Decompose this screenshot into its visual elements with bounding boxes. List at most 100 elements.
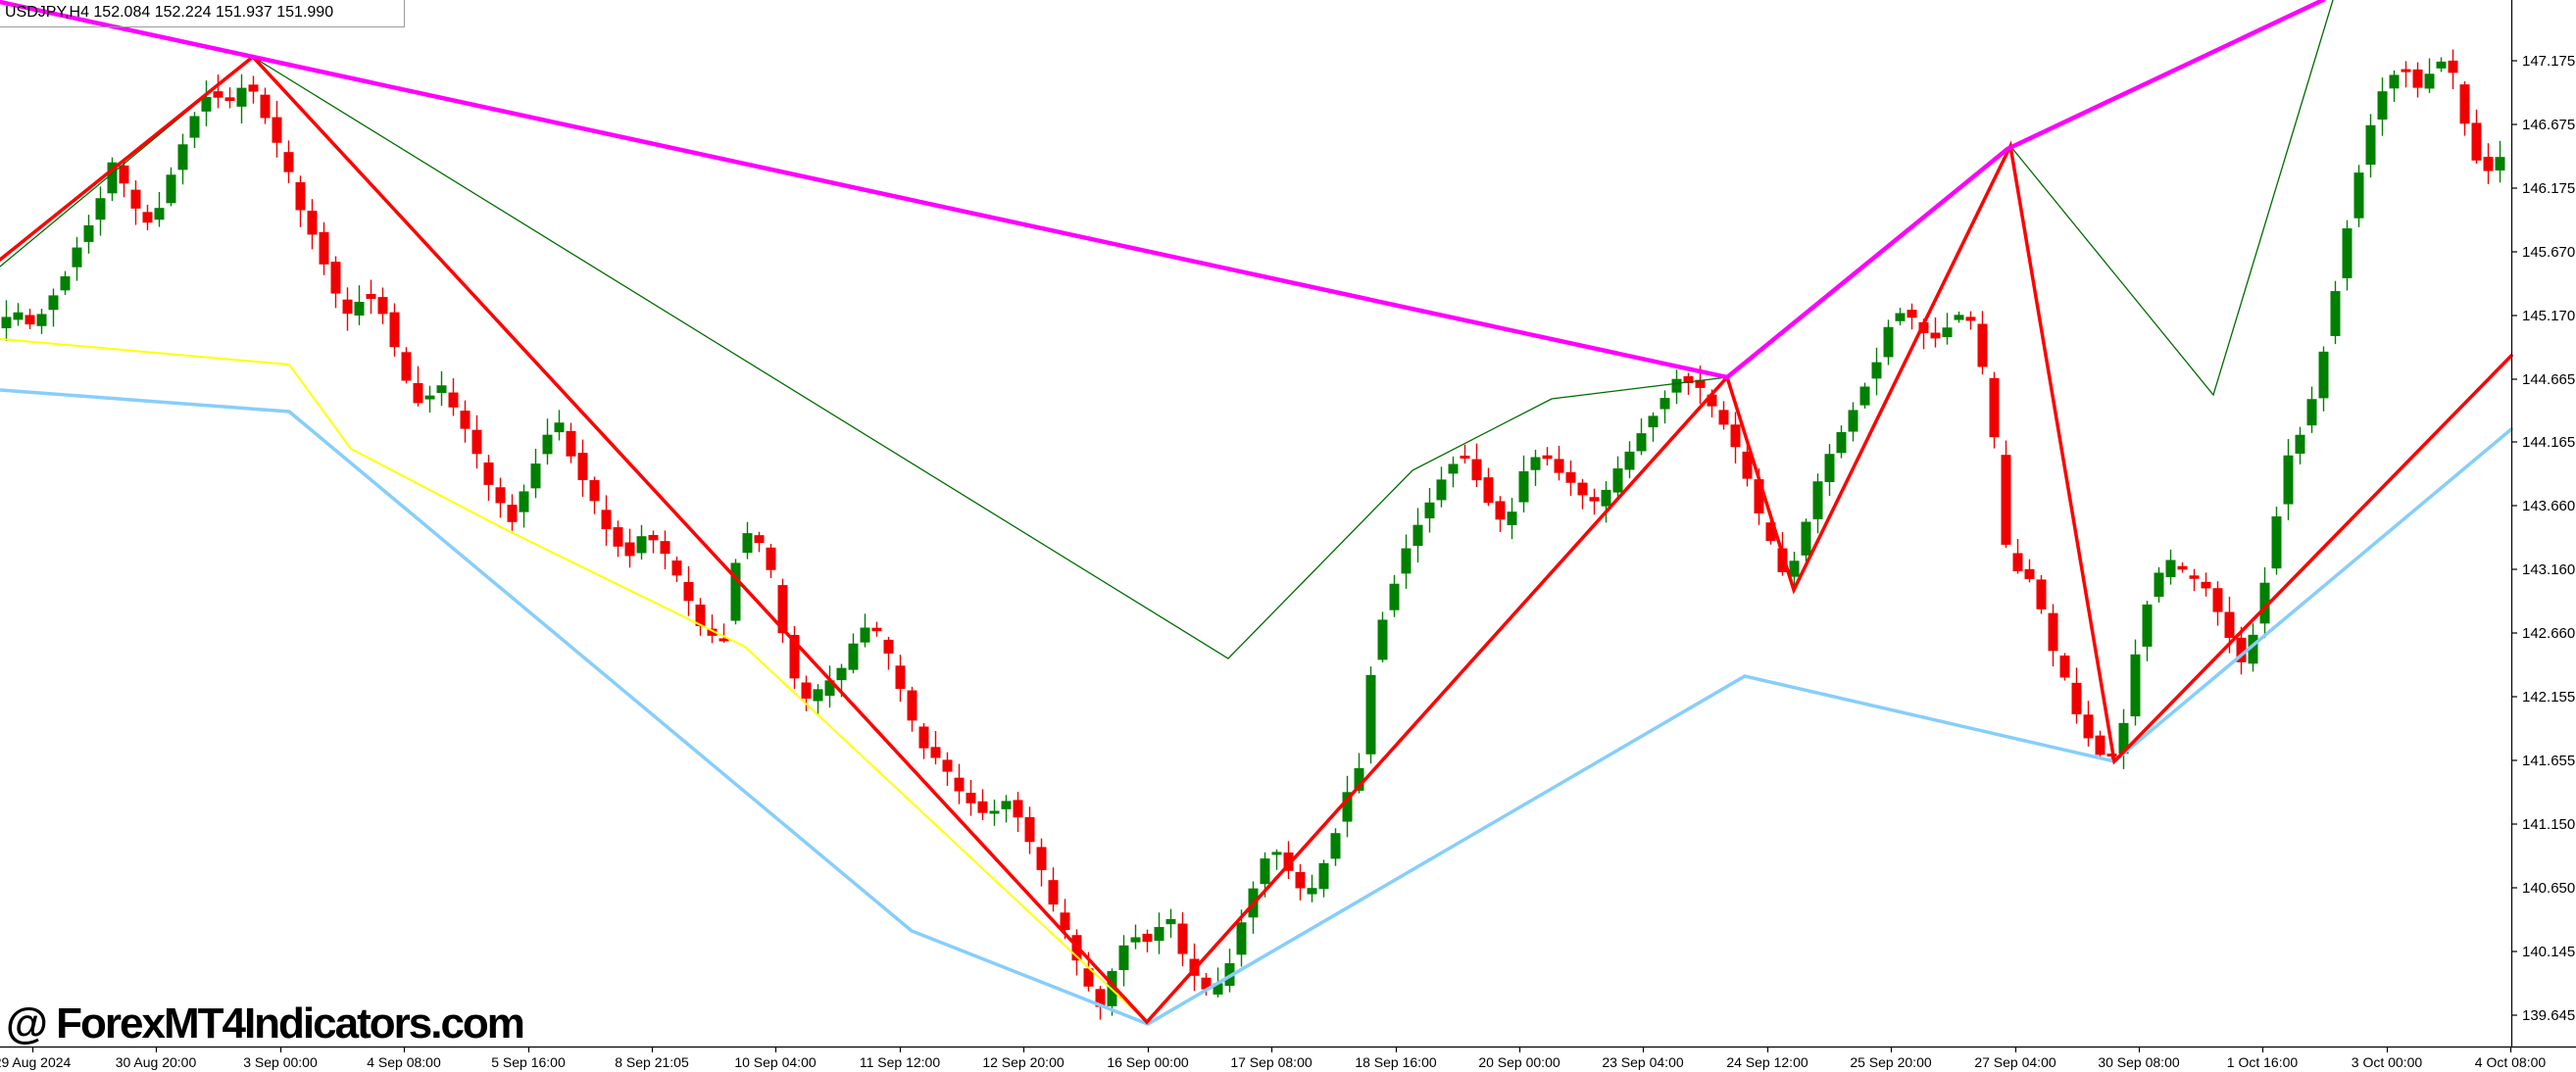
- bear-candle: [1565, 460, 1576, 497]
- bull-candle: [72, 236, 82, 281]
- bull-candle: [1001, 795, 1012, 823]
- bear-candle: [1048, 867, 1059, 912]
- price-axis-label: 146.175: [2522, 180, 2575, 197]
- bear-candle: [1177, 912, 1188, 967]
- time-axis-label: 1 Oct 16:00: [2227, 1054, 2299, 1070]
- bull-candle: [1118, 935, 1129, 987]
- bear-candle: [213, 74, 223, 109]
- axes: [0, 0, 2576, 1048]
- lower-line-yellow-line: [0, 338, 1148, 1023]
- bear-candle: [966, 780, 976, 816]
- bear-candle: [2212, 581, 2223, 626]
- time-axis-label: 11 Sep 12:00: [860, 1054, 940, 1070]
- bull-candle: [1836, 425, 1847, 459]
- bear-candle: [2412, 62, 2423, 98]
- bear-candle: [907, 686, 917, 732]
- bull-candle: [36, 309, 47, 334]
- time-axis-label: 16 Sep 00:00: [1107, 1054, 1189, 1070]
- bull-candle: [1401, 534, 1412, 589]
- zigzag-red-line: [0, 54, 2513, 1025]
- bear-candle: [483, 455, 494, 502]
- bull-candle: [95, 186, 106, 236]
- bear-candle: [1471, 443, 1482, 488]
- bear-candle: [2177, 561, 2188, 573]
- bull-candle: [154, 192, 165, 227]
- price-axis-label: 140.145: [2522, 944, 2575, 960]
- bear-candle: [2448, 49, 2458, 90]
- bear-candle: [930, 731, 941, 765]
- bear-candle: [1965, 311, 1976, 330]
- bear-candle: [2071, 667, 2082, 724]
- bull-candle: [424, 385, 435, 414]
- bear-candle: [1495, 496, 1506, 532]
- bear-candle: [648, 530, 659, 554]
- bull-candle: [1530, 449, 1541, 486]
- price-axis-label: 145.170: [2522, 308, 2575, 324]
- bear-candle: [883, 636, 894, 670]
- bear-candle: [413, 365, 423, 407]
- bull-candle: [2353, 165, 2364, 227]
- bull-candle: [1859, 382, 1870, 409]
- time-axis[interactable]: 29 Aug 2024 30 Aug 20:00 3 Sep 00:00 4 Sep …: [0, 1047, 2546, 1070]
- time-axis-label: 29 Aug 2024: [0, 1054, 72, 1070]
- bull-candle: [2142, 601, 2153, 661]
- bull-candle: [519, 484, 529, 528]
- bear-candle: [366, 279, 376, 315]
- bull-candle: [1330, 828, 1341, 866]
- bull-candle: [730, 559, 741, 625]
- bear-candle: [589, 476, 600, 514]
- bull-candle: [554, 410, 565, 441]
- bear-candle: [2459, 80, 2470, 136]
- chart-title-box: [0, 0, 405, 27]
- bull-candle: [1848, 402, 1858, 442]
- bull-candle: [1424, 488, 1435, 533]
- price-axis-label: 143.660: [2522, 498, 2575, 514]
- bull-candle: [1389, 574, 1400, 617]
- bear-candle: [142, 204, 153, 231]
- time-axis-label: 24 Sep 12:00: [1726, 1054, 1808, 1070]
- bear-candle: [1577, 478, 1588, 510]
- watermark-text: @ ForexMT4Indicators.com: [6, 999, 525, 1048]
- bear-candle: [224, 87, 235, 109]
- bear-candle: [695, 598, 706, 636]
- bear-candle: [2201, 572, 2211, 597]
- bear-candle: [754, 531, 765, 553]
- bear-candle: [2024, 559, 2035, 583]
- price-axis-label: 139.645: [2522, 1007, 2575, 1024]
- candles-layer: [1, 49, 2505, 1020]
- bear-candle: [1142, 929, 1153, 952]
- bull-candle: [1895, 308, 1906, 325]
- price-axis-label: 143.160: [2522, 561, 2575, 578]
- bear-candle: [119, 162, 129, 198]
- bear-candle: [1036, 838, 1047, 887]
- time-axis-label: 12 Sep 20:00: [982, 1054, 1065, 1070]
- time-axis-label: 18 Sep 16:00: [1355, 1054, 1437, 1070]
- bear-candle: [2471, 109, 2482, 165]
- bull-candle: [2424, 58, 2435, 93]
- time-axis-label: 10 Sep 04:00: [734, 1054, 817, 1070]
- bull-candle: [1165, 908, 1176, 938]
- bear-candle: [1542, 447, 1553, 466]
- price-axis[interactable]: 147.175 146.675 146.175 145.670 145.170 144.6…: [2511, 53, 2575, 1024]
- bull-candle: [1436, 466, 1447, 508]
- price-axis-label: 144.665: [2522, 371, 2575, 388]
- bear-candle: [1742, 442, 1753, 487]
- price-axis-label: 141.655: [2522, 753, 2575, 769]
- bull-candle: [742, 521, 753, 560]
- bull-candle: [860, 613, 870, 648]
- bull-candle: [542, 418, 553, 465]
- bull-candle: [2389, 70, 2400, 103]
- chart-symbol-quote-title: USDJPY,H4 152.084 152.224 151.937 151.99…: [5, 4, 334, 21]
- bear-candle: [801, 675, 812, 711]
- bull-candle: [2295, 426, 2305, 464]
- bear-candle: [401, 347, 412, 384]
- bear-candle: [1295, 863, 1306, 901]
- bull-candle: [1812, 473, 1823, 534]
- bear-candle: [766, 544, 776, 578]
- bear-candle: [1930, 317, 1941, 348]
- bull-candle: [1518, 455, 1529, 512]
- time-axis-label: 8 Sep 21:05: [615, 1054, 689, 1070]
- bull-candle: [201, 80, 212, 126]
